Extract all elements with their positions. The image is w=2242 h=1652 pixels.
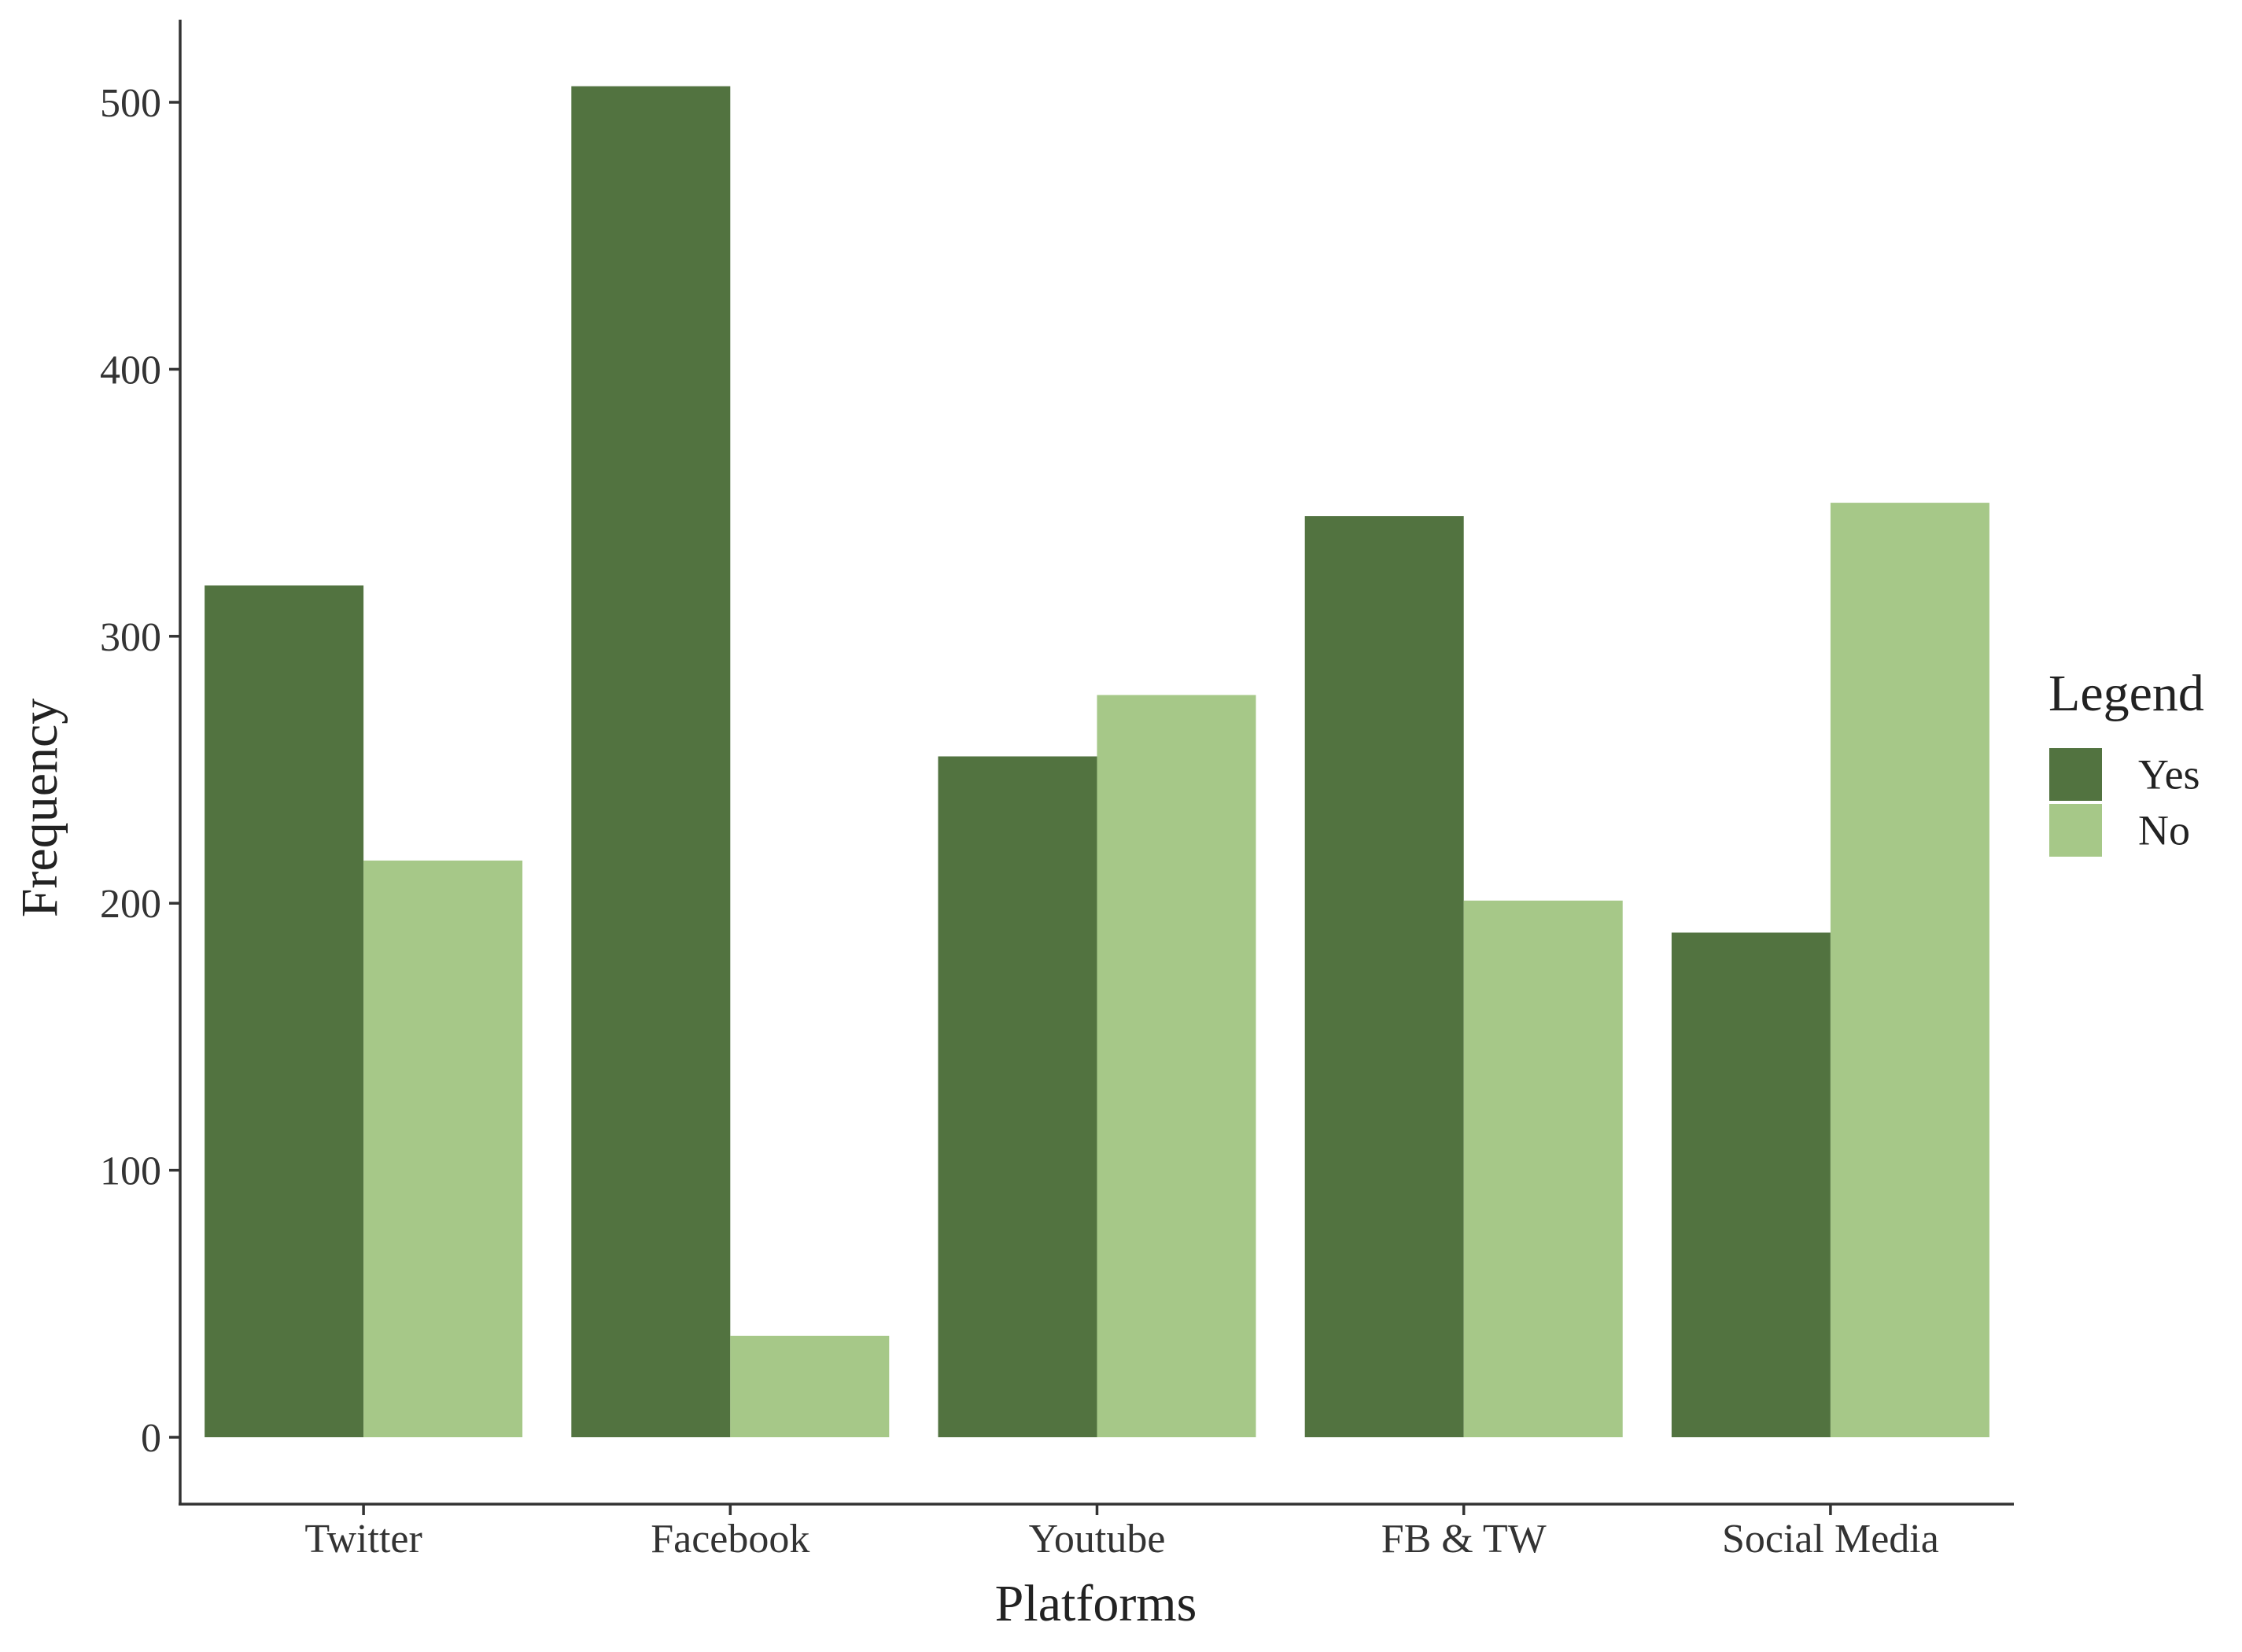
bars-group [205, 86, 1989, 1438]
x-tick-label: Twitter [304, 1517, 422, 1562]
bar-yes-facebook [571, 86, 731, 1438]
bar-no-social-media [1830, 503, 1989, 1437]
legend-title: Legend [2048, 665, 2204, 722]
legend: Legend Yes No [2048, 665, 2204, 857]
y-tick-label: 200 [100, 882, 161, 927]
y-tick-label: 500 [100, 81, 161, 126]
bar-no-youtube [1097, 695, 1256, 1437]
legend-key-no [2049, 804, 2102, 857]
y-ticks-group: 0 100 200 300 400 500 [100, 81, 180, 1461]
y-tick-label: 100 [100, 1149, 161, 1194]
bar-yes-youtube [938, 756, 1097, 1437]
x-tick-label: FB & TW [1381, 1517, 1547, 1562]
legend-label-yes: Yes [2138, 751, 2200, 798]
x-tick-label: Facebook [651, 1517, 809, 1562]
bar-no-fb-tw [1463, 900, 1623, 1437]
y-tick-label: 400 [100, 348, 161, 393]
legend-label-no: No [2138, 807, 2190, 854]
y-axis-title: Frequency [11, 699, 68, 918]
x-tick-label: Social Media [1722, 1517, 1939, 1562]
bar-yes-twitter [205, 585, 364, 1437]
y-tick-label: 300 [100, 615, 161, 660]
legend-key-yes [2049, 748, 2102, 801]
bar-no-facebook [730, 1336, 890, 1437]
y-tick-label: 0 [141, 1416, 161, 1461]
bar-yes-fb-tw [1304, 516, 1464, 1437]
bar-no-twitter [363, 860, 523, 1437]
bar-yes-social-media [1671, 932, 1831, 1437]
x-ticks-group: Twitter Facebook Youtube FB & TW Social Medi… [304, 1504, 1939, 1562]
x-tick-label: Youtube [1029, 1517, 1166, 1562]
x-axis-title: Platforms [995, 1575, 1197, 1632]
